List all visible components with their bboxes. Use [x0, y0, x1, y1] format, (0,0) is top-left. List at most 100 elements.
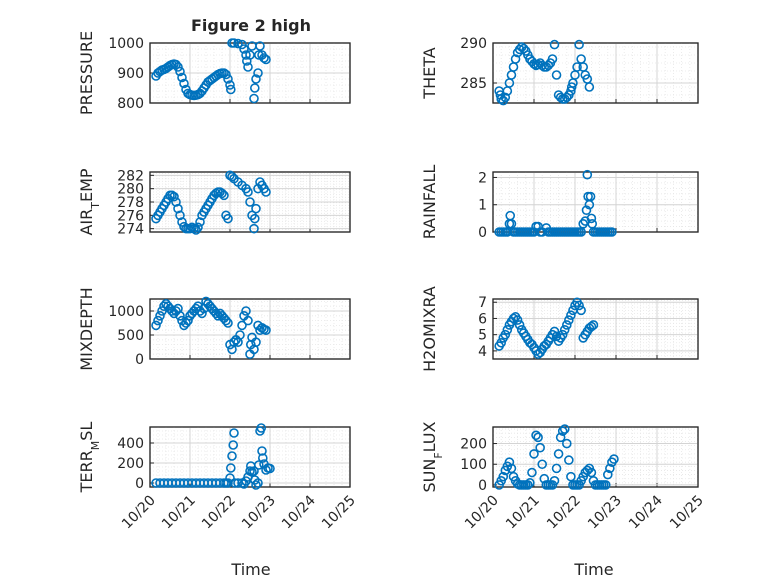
series-points	[151, 38, 271, 104]
data-point	[537, 459, 548, 470]
y-axis-label: H2OMIXRA	[420, 286, 439, 372]
data-point	[237, 320, 247, 331]
data-point	[551, 463, 562, 474]
series-points	[494, 297, 599, 359]
data-point	[169, 191, 179, 202]
subplot-terr_msl: 10/20 10/21 10/22 10/23 10/24 10/25 0 200 400 TER…	[77, 422, 359, 533]
y-axis-label: RAINFALL	[420, 165, 439, 240]
data-point	[235, 330, 245, 340]
data-point	[514, 44, 525, 55]
data-point	[241, 306, 251, 316]
y-tick-label: 1000	[108, 304, 144, 320]
x-tick-label: 10/25	[667, 493, 707, 533]
y-tick-label: 0	[478, 225, 487, 241]
data-point	[561, 320, 572, 330]
data-point	[191, 225, 201, 235]
data-point	[229, 337, 239, 348]
y-tick-label: 800	[117, 96, 144, 112]
y-tick-label: 6	[478, 311, 487, 327]
x-axis-label-left: Time	[230, 560, 270, 579]
y-tick-label: 0	[478, 478, 487, 494]
data-point	[512, 315, 523, 325]
data-point	[226, 84, 236, 95]
data-point	[581, 205, 592, 215]
data-point	[177, 217, 187, 227]
data-point	[155, 310, 165, 321]
data-point	[607, 227, 617, 237]
series-points	[151, 423, 275, 490]
data-point	[578, 219, 589, 229]
data-point	[183, 315, 193, 326]
data-point	[498, 471, 509, 482]
data-point	[251, 337, 261, 348]
data-point	[574, 300, 584, 311]
data-point	[561, 438, 572, 449]
y-tick-label: 0	[135, 352, 144, 368]
data-point	[559, 325, 570, 335]
y-tick-label: 285	[460, 76, 487, 92]
data-point	[193, 301, 203, 312]
y-tick-label: 4	[478, 344, 487, 360]
subplot-rainfall: 0 1 2 RAINFALL	[420, 165, 699, 241]
series-points	[151, 170, 271, 235]
data-point	[173, 203, 183, 214]
data-point	[177, 72, 187, 83]
data-point	[241, 50, 251, 60]
data-point	[179, 78, 189, 89]
data-point	[226, 463, 236, 473]
data-point	[251, 480, 261, 490]
data-point	[265, 463, 275, 474]
data-point	[251, 203, 261, 214]
data-point	[529, 449, 539, 459]
data-point	[557, 329, 568, 340]
series-points	[494, 39, 595, 106]
data-point	[605, 463, 615, 474]
x-tick-label: 10/25	[319, 493, 359, 533]
data-point	[523, 480, 533, 490]
data-point	[557, 426, 568, 436]
data-point	[564, 455, 574, 465]
y-axis-label: MIXDEPTH	[77, 287, 96, 370]
series-points	[151, 296, 271, 360]
y-tick-label: 1000	[108, 36, 144, 52]
data-point	[566, 310, 576, 321]
data-point	[496, 337, 507, 348]
y-axis-label: TERRMSL	[77, 422, 102, 494]
data-point	[227, 171, 237, 182]
data-point	[500, 92, 511, 103]
y-tick-label: 1	[478, 198, 487, 214]
data-point	[193, 222, 203, 233]
x-tick-label: 10/21	[159, 493, 199, 533]
y-axis-label: THETA	[420, 47, 439, 99]
data-point	[502, 325, 513, 335]
data-point	[584, 82, 595, 92]
data-point	[245, 197, 255, 207]
data-point	[167, 190, 177, 201]
data-point	[576, 305, 586, 316]
data-point	[253, 68, 263, 78]
y-tick-label: 2	[478, 170, 487, 186]
data-point	[527, 467, 537, 478]
subplot-theta: 285 290 THETA	[420, 36, 699, 106]
data-point	[549, 326, 560, 337]
y-tick-label: 100	[460, 457, 487, 473]
data-point	[259, 53, 269, 63]
data-point	[175, 210, 185, 221]
y-axis-label: PRESSURE	[77, 31, 96, 115]
data-point	[197, 308, 207, 319]
y-tick-label: 7	[478, 295, 487, 311]
data-point	[533, 432, 543, 443]
data-point	[223, 213, 233, 224]
data-point	[159, 301, 169, 312]
axes-box	[149, 426, 351, 488]
y-tick-label: 0	[135, 476, 144, 492]
data-point	[586, 213, 597, 224]
data-point	[510, 54, 521, 64]
data-point	[253, 460, 264, 470]
data-point	[243, 187, 253, 197]
data-point	[500, 329, 511, 340]
data-point	[243, 315, 253, 326]
data-point	[586, 321, 597, 332]
